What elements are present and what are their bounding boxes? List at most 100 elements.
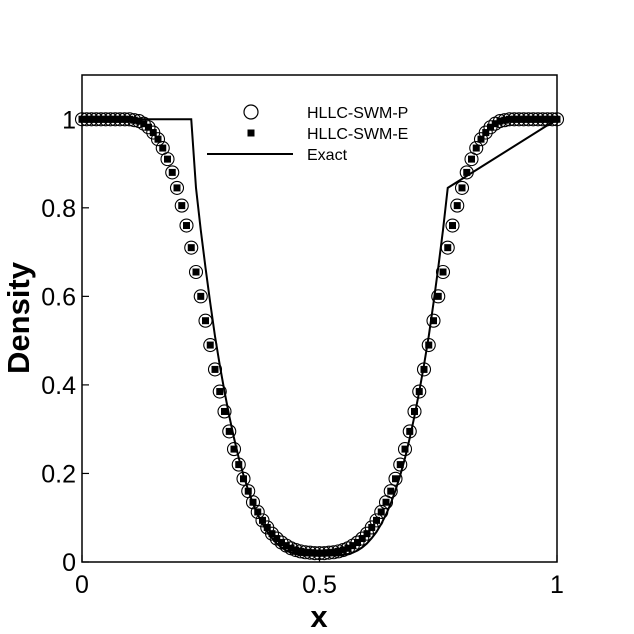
- point-hllc-swm-e: [221, 407, 228, 415]
- point-hllc-swm-p: [226, 442, 242, 457]
- point-hllc-swm-e: [415, 388, 423, 396]
- point-hllc-swm-p: [174, 198, 189, 213]
- point-hllc-swm-e: [140, 120, 148, 128]
- point-hllc-swm-p: [245, 495, 261, 510]
- point-hllc-swm-e: [320, 549, 328, 557]
- point-hllc-swm-e: [111, 115, 119, 123]
- point-hllc-swm-e: [411, 407, 418, 415]
- point-hllc-swm-p: [459, 165, 474, 180]
- point-hllc-swm-e: [458, 184, 466, 192]
- point-hllc-swm-e: [268, 530, 276, 538]
- point-hllc-swm-e: [349, 542, 357, 550]
- point-hllc-swm-e: [121, 115, 129, 123]
- point-hllc-swm-e: [211, 365, 219, 373]
- point-hllc-swm-p: [364, 520, 379, 535]
- point-hllc-swm-e: [392, 475, 399, 483]
- point-hllc-swm-p: [236, 471, 251, 486]
- y-tick-label: 0.6: [41, 283, 76, 311]
- point-hllc-swm-e: [126, 115, 133, 123]
- point-hllc-swm-e: [482, 129, 490, 137]
- point-hllc-swm-e: [335, 547, 342, 555]
- point-hllc-swm-e: [278, 539, 285, 547]
- point-hllc-swm-e: [282, 542, 290, 550]
- point-hllc-swm-p: [421, 338, 436, 353]
- point-hllc-swm-e: [135, 117, 143, 125]
- point-hllc-swm-p: [188, 264, 204, 280]
- point-hllc-swm-e: [463, 168, 471, 176]
- point-hllc-swm-e: [382, 498, 390, 506]
- point-hllc-swm-p: [207, 362, 223, 377]
- point-hllc-swm-e: [515, 115, 523, 123]
- point-hllc-swm-p: [431, 289, 446, 304]
- point-hllc-swm-e: [206, 341, 214, 349]
- point-hllc-swm-e: [116, 115, 124, 123]
- point-hllc-swm-e: [216, 388, 224, 396]
- point-hllc-swm-e: [292, 546, 300, 554]
- point-hllc-swm-e: [368, 523, 376, 531]
- point-hllc-swm-p: [469, 141, 484, 156]
- y-tick-label: 0.8: [41, 195, 76, 223]
- point-hllc-swm-p: [217, 404, 232, 419]
- point-hllc-swm-e: [430, 317, 437, 325]
- point-hllc-swm-e: [187, 244, 195, 252]
- point-hllc-swm-p: [374, 504, 389, 520]
- point-hllc-swm-p: [203, 338, 218, 353]
- point-hllc-swm-e: [249, 498, 257, 506]
- point-hllc-swm-e: [159, 144, 167, 152]
- point-hllc-swm-e: [387, 487, 395, 495]
- point-hllc-swm-p: [355, 531, 370, 546]
- series-line-exact: [82, 118, 558, 557]
- point-hllc-swm-e: [145, 123, 152, 131]
- x-axis-title: x: [310, 599, 328, 634]
- point-hllc-swm-e: [244, 487, 252, 495]
- point-hllc-swm-e: [197, 292, 205, 300]
- point-hllc-swm-e: [496, 117, 504, 125]
- point-hllc-swm-p: [255, 513, 270, 528]
- point-hllc-swm-e: [168, 168, 176, 176]
- point-hllc-swm-e: [548, 115, 556, 123]
- point-hllc-swm-e: [240, 475, 247, 483]
- point-hllc-swm-e: [297, 547, 304, 555]
- point-hllc-swm-e: [491, 120, 499, 128]
- point-hllc-swm-e: [510, 115, 518, 123]
- point-hllc-swm-p: [407, 404, 422, 419]
- point-hllc-swm-e: [202, 317, 209, 325]
- point-hllc-swm-p: [383, 484, 398, 499]
- point-hllc-swm-e: [306, 549, 314, 557]
- point-hllc-swm-e: [534, 115, 542, 123]
- legend-marker-hllc-swm-p: [243, 104, 259, 120]
- point-hllc-swm-e: [434, 292, 442, 300]
- point-hllc-swm-e: [477, 135, 485, 143]
- plot-layer: [74, 112, 565, 561]
- point-hllc-swm-e: [425, 341, 433, 349]
- point-hllc-swm-e: [444, 244, 452, 252]
- point-hllc-swm-e: [287, 544, 295, 552]
- legend-marker-hllc-swm-e: [247, 129, 255, 137]
- y-tick-label: 0.2: [41, 460, 76, 488]
- point-hllc-swm-e: [192, 268, 200, 276]
- point-hllc-swm-e: [254, 508, 262, 516]
- point-hllc-swm-e: [472, 144, 480, 152]
- point-hllc-swm-e: [401, 445, 409, 453]
- point-hllc-swm-e: [107, 115, 114, 123]
- legend-label-hllc-swm-e: HLLC-SWM-E: [307, 126, 408, 143]
- point-hllc-swm-e: [520, 115, 528, 123]
- x-tick-label: 0.5: [302, 571, 337, 599]
- point-hllc-swm-p: [165, 165, 180, 180]
- point-hllc-swm-p: [179, 218, 194, 233]
- point-hllc-swm-p: [369, 513, 384, 528]
- point-hllc-swm-e: [154, 135, 162, 143]
- point-hllc-swm-p: [169, 180, 185, 195]
- point-hllc-swm-e: [130, 116, 138, 124]
- x-tick-label: 1: [550, 571, 564, 599]
- y-tick-label: 1: [62, 106, 76, 134]
- point-hllc-swm-p: [412, 384, 427, 399]
- point-hllc-swm-e: [235, 461, 243, 469]
- point-hllc-swm-e: [330, 548, 338, 556]
- legend-label-hllc-swm-p: HLLC-SWM-P: [307, 105, 408, 122]
- point-hllc-swm-e: [259, 516, 266, 524]
- point-hllc-swm-e: [301, 548, 309, 556]
- point-hllc-swm-p: [150, 132, 166, 147]
- point-hllc-swm-e: [273, 535, 281, 543]
- point-hllc-swm-e: [501, 116, 509, 124]
